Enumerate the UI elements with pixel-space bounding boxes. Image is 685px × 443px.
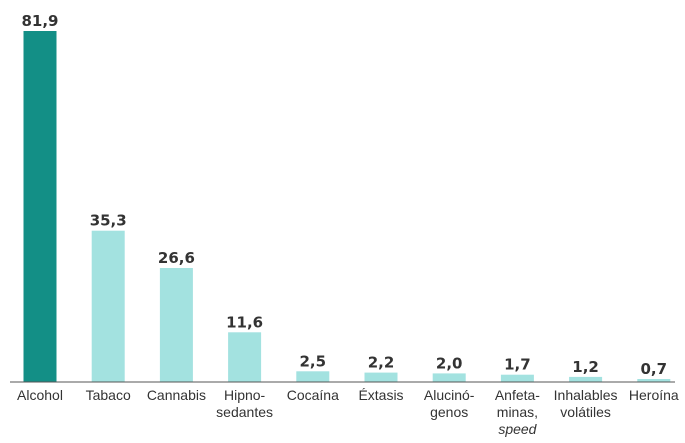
bar-4: [296, 371, 330, 382]
bar-5: [364, 372, 398, 382]
value-label-0: 81,9: [21, 12, 58, 30]
value-label-9: 0,7: [641, 360, 668, 378]
category-label-9-line-0: Heroína: [629, 387, 679, 403]
bar-2: [159, 268, 193, 382]
value-label-1: 35,3: [90, 212, 127, 230]
category-label-8-line-1: volátiles: [560, 404, 611, 420]
category-label-5-line-0: Éxtasis: [358, 387, 403, 403]
bar-9: [637, 379, 671, 382]
category-label-3-line-1: sedantes: [216, 404, 273, 420]
value-label-2: 26,6: [158, 249, 195, 267]
category-labels-group: Alcohol Tabaco Cannabis Hipno-sedantes Cocaí…: [17, 387, 679, 437]
category-label-6-line-1: genos: [430, 404, 468, 420]
value-label-7: 1,7: [504, 356, 531, 374]
category-label-8-line-0: Inhalables: [554, 387, 618, 403]
bars-group: [23, 31, 671, 382]
bar-3: [228, 332, 262, 382]
category-label-7-line-1: minas,: [497, 404, 538, 420]
bar-7: [500, 374, 534, 382]
category-label-6-line-0: Alucinó-: [424, 387, 475, 403]
category-label-7-line-0: Anfeta-: [495, 387, 540, 403]
value-label-8: 1,2: [572, 358, 599, 376]
category-label-0-line-0: Alcohol: [17, 387, 63, 403]
value-label-4: 2,5: [300, 352, 327, 370]
value-label-3: 11,6: [226, 313, 263, 331]
category-label-7-line-2: speed: [498, 421, 537, 437]
category-label-1-line-0: Tabaco: [86, 387, 131, 403]
bar-8: [569, 376, 603, 382]
bar-1: [91, 230, 125, 382]
category-label-3-line-0: Hipno-: [224, 387, 266, 403]
category-label-4-line-0: Cocaína: [287, 387, 339, 403]
value-labels-group: 81,9 35,3 26,6 11,6 2,5 2,2 2,0 1,7 1,2 0,7: [21, 12, 667, 378]
value-label-5: 2,2: [368, 354, 395, 372]
bar-0: [23, 31, 57, 382]
bar-6: [432, 373, 466, 382]
value-label-6: 2,0: [436, 354, 463, 372]
category-label-2-line-0: Cannabis: [147, 387, 206, 403]
